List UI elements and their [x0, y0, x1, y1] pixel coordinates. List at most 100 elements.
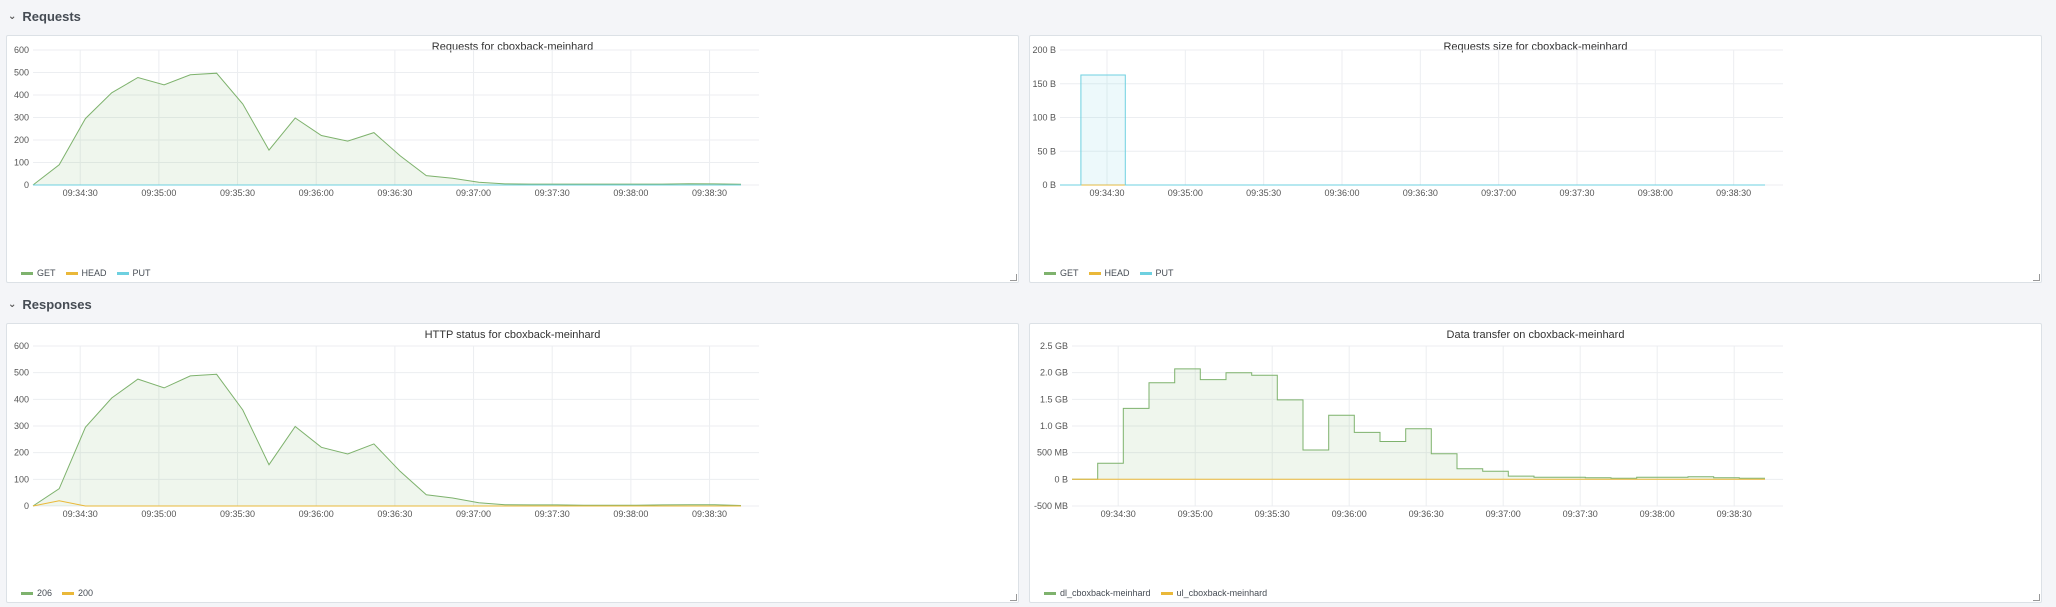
y-tick-label: -500 MB: [1034, 501, 1068, 511]
legend-swatch: [62, 591, 75, 595]
panel-data-transfer[interactable]: Data transfer on cboxback-meinhard -500 …: [1029, 323, 2042, 603]
y-tick-label: 0 B: [1054, 474, 1068, 484]
y-tick-label: 0: [24, 180, 29, 190]
data-transfer-chart[interactable]: -500 MB 0 B 500 MB 1.0 GB 1.5 GB 2.0 GB 2.5 GB…: [1030, 324, 2043, 604]
y-tick-label: 200: [14, 135, 29, 145]
x-tick-label: 09:38:00: [1640, 509, 1675, 519]
legend-swatch: [21, 591, 33, 595]
x-tick-label: 09:38:00: [1638, 188, 1673, 198]
legend: GET HEAD PUT: [1044, 268, 1174, 278]
series-line-200: [32, 500, 741, 507]
legend-item[interactable]: HEAD: [1088, 268, 1130, 278]
x-tick-label: 09:36:00: [299, 188, 334, 198]
requests-size-chart[interactable]: 0 B 50 B 100 B 150 B 200 B 09:34:30 09:35:00 09…: [1030, 36, 2043, 284]
legend-label: HEAD: [81, 268, 107, 278]
legend-item[interactable]: GET: [1044, 268, 1079, 278]
y-tick-label: 500: [14, 368, 29, 378]
y-tick-label: 100: [14, 474, 29, 484]
legend-item[interactable]: GET: [21, 268, 56, 278]
legend-label: HEAD: [1104, 268, 1130, 278]
x-tick-label: 09:34:30: [1089, 188, 1124, 198]
x-tick-label: 09:38:30: [1717, 509, 1752, 519]
resize-handle[interactable]: [1010, 594, 1017, 601]
row-title: Responses: [22, 296, 92, 312]
legend-item[interactable]: dl_cboxback-meinhard: [1044, 588, 1151, 598]
resize-handle[interactable]: [2033, 594, 2040, 601]
x-tick-label: 09:35:00: [141, 509, 176, 519]
chevron-down-icon[interactable]: ⌄: [8, 10, 17, 22]
legend-label: GET: [37, 268, 56, 278]
legend-label: 206: [37, 588, 53, 598]
legend-item[interactable]: ul_cboxback-meinhard: [1160, 588, 1267, 598]
x-tick-label: 09:36:00: [299, 509, 334, 519]
legend-swatch: [1139, 271, 1152, 275]
legend-item[interactable]: PUT: [1139, 268, 1174, 278]
panel-http-status[interactable]: HTTP status for cboxback-meinhard 0 100 20…: [6, 323, 1019, 603]
legend-label: GET: [1060, 268, 1079, 278]
x-tick-label: 09:35:00: [1168, 188, 1203, 198]
x-tick-label: 09:38:00: [613, 509, 648, 519]
series-area-PUT: [1060, 75, 1765, 185]
x-tick-label: 09:36:30: [377, 509, 412, 519]
y-tick-label: 500: [14, 68, 29, 78]
y-tick-label: 500 MB: [1037, 448, 1068, 458]
x-tick-label: 09:37:30: [1563, 509, 1598, 519]
x-tick-label: 09:36:30: [1409, 509, 1444, 519]
y-tick-label: 1.0 GB: [1040, 421, 1068, 431]
series-area-GET: [33, 73, 741, 185]
y-tick-label: 2.0 GB: [1040, 368, 1068, 378]
panel-title: HTTP status for cboxback-meinhard: [424, 329, 601, 341]
series-line-PUT: [1060, 74, 1765, 186]
requests-chart[interactable]: 0 100 200 300 400 500 600 09:34:30 09:35:00 09:35…: [7, 36, 1020, 284]
legend-swatch: [116, 271, 129, 275]
x-tick-label: 09:36:00: [1324, 188, 1359, 198]
y-tick-label: 200: [14, 448, 29, 458]
x-tick-label: 09:34:30: [1101, 509, 1136, 519]
row-header-requests[interactable]: ⌄ Requests: [0, 4, 81, 28]
x-tick-label: 09:35:30: [220, 509, 255, 519]
x-tick-label: 09:35:30: [1246, 188, 1281, 198]
legend: 206 200: [21, 588, 93, 598]
x-tick-label: 09:37:00: [456, 509, 491, 519]
x-tick-label: 09:37:30: [535, 188, 570, 198]
x-tick-label: 09:35:00: [141, 188, 176, 198]
y-tick-label: 200 B: [1032, 45, 1056, 55]
legend-item[interactable]: 206: [21, 588, 52, 598]
legend-item[interactable]: 200: [62, 588, 93, 598]
legend-swatch: [1044, 271, 1056, 275]
legend-swatch: [21, 271, 33, 275]
x-tick-label: 09:38:00: [613, 188, 648, 198]
resize-handle[interactable]: [2033, 274, 2040, 281]
legend-label: 200: [78, 588, 94, 598]
legend-label: PUT: [132, 268, 151, 278]
legend-swatch: [65, 271, 78, 275]
x-tick-label: 09:37:30: [1559, 188, 1594, 198]
x-tick-label: 09:35:30: [1255, 509, 1290, 519]
y-tick-label: 1.5 GB: [1040, 394, 1068, 404]
chevron-down-icon[interactable]: ⌄: [8, 298, 17, 310]
legend-item[interactable]: PUT: [116, 268, 151, 278]
resize-handle[interactable]: [1010, 274, 1017, 281]
legend-label: PUT: [1155, 268, 1174, 278]
y-tick-label: 600: [14, 341, 29, 351]
x-tick-label: 09:34:30: [63, 188, 98, 198]
y-tick-label: 100 B: [1032, 113, 1056, 123]
x-tick-label: 09:37:00: [1481, 188, 1516, 198]
row-title: Requests: [22, 8, 81, 24]
y-tick-label: 50 B: [1037, 146, 1056, 156]
x-tick-label: 09:36:30: [1403, 188, 1438, 198]
row-header-responses[interactable]: ⌄ Responses: [0, 292, 92, 316]
series-area-dl_cboxback-meinhard: [1072, 368, 1765, 480]
y-tick-label: 150 B: [1032, 79, 1056, 89]
y-tick-label: 2.5 GB: [1040, 341, 1068, 351]
panel-requests[interactable]: Requests for cboxback-meinhard 0 100 200 30…: [6, 35, 1019, 283]
x-tick-label: 09:37:00: [456, 188, 491, 198]
y-tick-label: 100: [14, 158, 29, 168]
x-tick-label: 09:36:30: [377, 188, 412, 198]
x-tick-label: 09:36:00: [1332, 509, 1367, 519]
legend-item[interactable]: HEAD: [65, 268, 107, 278]
http-status-chart[interactable]: 0 100 200 300 400 500 600 09:34:30 09:35:00 09:35…: [7, 324, 1020, 604]
x-tick-label: 09:38:30: [692, 509, 727, 519]
x-tick-label: 09:38:30: [692, 188, 727, 198]
